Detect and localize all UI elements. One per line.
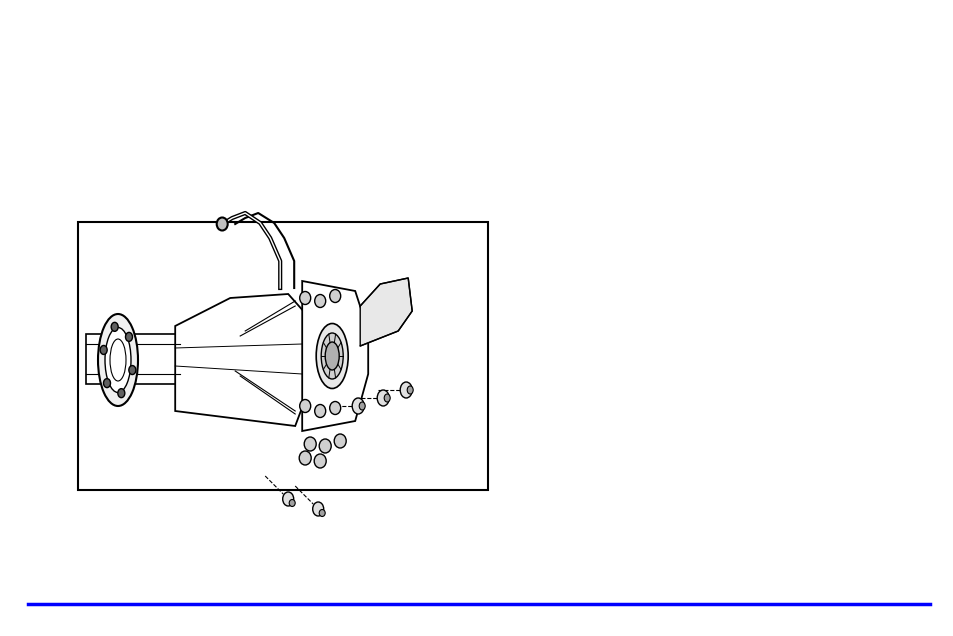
Ellipse shape (299, 399, 311, 413)
Polygon shape (302, 281, 368, 431)
Ellipse shape (103, 378, 111, 387)
Ellipse shape (313, 502, 323, 516)
Ellipse shape (289, 499, 294, 506)
Ellipse shape (315, 324, 348, 389)
Ellipse shape (314, 294, 325, 307)
Polygon shape (175, 294, 312, 426)
Ellipse shape (325, 342, 339, 370)
Ellipse shape (352, 398, 364, 414)
Ellipse shape (330, 289, 340, 303)
Ellipse shape (216, 218, 228, 230)
Ellipse shape (399, 382, 412, 398)
Polygon shape (360, 278, 412, 346)
Ellipse shape (112, 322, 118, 331)
Ellipse shape (376, 390, 389, 406)
Ellipse shape (98, 314, 138, 406)
Polygon shape (86, 334, 180, 384)
Ellipse shape (126, 333, 132, 342)
Ellipse shape (304, 437, 315, 451)
Ellipse shape (334, 434, 346, 448)
Ellipse shape (118, 389, 125, 398)
Bar (78, 222, 488, 490)
Ellipse shape (299, 451, 311, 465)
Ellipse shape (330, 401, 340, 415)
Ellipse shape (359, 402, 365, 410)
Ellipse shape (110, 339, 126, 381)
Ellipse shape (100, 345, 107, 354)
Ellipse shape (105, 328, 131, 392)
Ellipse shape (321, 333, 343, 379)
Ellipse shape (282, 492, 294, 506)
Ellipse shape (299, 291, 311, 305)
Ellipse shape (407, 386, 413, 394)
Ellipse shape (319, 439, 331, 453)
Ellipse shape (129, 366, 135, 375)
Ellipse shape (319, 509, 325, 516)
Ellipse shape (314, 404, 325, 417)
Ellipse shape (384, 394, 390, 402)
Ellipse shape (314, 454, 326, 468)
